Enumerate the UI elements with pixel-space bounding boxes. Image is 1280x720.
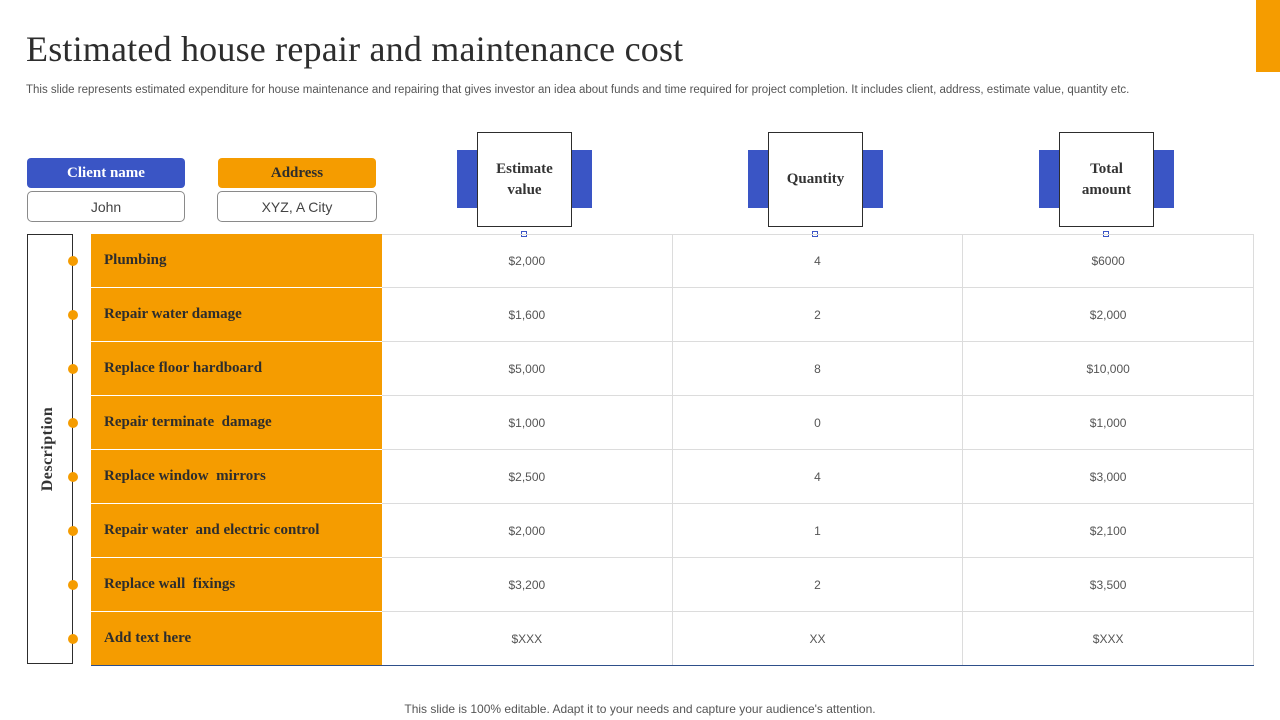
total-amount-header-label: Total amount bbox=[1059, 132, 1154, 227]
item-cell: Repair water damage bbox=[68, 288, 382, 342]
estimate-cell: $XXX bbox=[382, 612, 673, 665]
item-cell: Replace wall fixings bbox=[68, 558, 382, 612]
total-cell: $1,000 bbox=[963, 396, 1254, 450]
total-cell: $10,000 bbox=[963, 342, 1254, 396]
item-cell: Add text here bbox=[68, 612, 382, 665]
description-label: Description bbox=[39, 406, 56, 492]
quantity-header: Quantity bbox=[748, 132, 883, 237]
page-title: Estimated house repair and maintenance c… bbox=[26, 29, 684, 69]
address-label: Address bbox=[218, 158, 376, 188]
total-cell: $6000 bbox=[963, 234, 1254, 288]
description-frame bbox=[27, 234, 73, 664]
corner-accent bbox=[1256, 0, 1280, 72]
client-name-label: Client name bbox=[27, 158, 185, 188]
quantity-cell: 2 bbox=[672, 288, 964, 342]
page-subtitle: This slide represents estimated expendit… bbox=[26, 84, 1130, 96]
estimate-cell: $1,000 bbox=[382, 396, 673, 450]
estimate-cell: $3,200 bbox=[382, 558, 673, 612]
bullet-dot bbox=[68, 255, 78, 266]
total-cell: $3,500 bbox=[963, 558, 1254, 612]
bullet-dot bbox=[68, 471, 78, 482]
estimate-cell: $2,000 bbox=[382, 504, 673, 558]
item-cell: Repair terminate damage bbox=[68, 396, 382, 450]
item-cell: Replace floor hardboard bbox=[68, 342, 382, 396]
bullet-dot bbox=[68, 309, 78, 320]
bullet-dot bbox=[68, 417, 78, 428]
table-row: Plumbing $2,000 4 $6000 bbox=[68, 234, 1254, 288]
quantity-cell: 2 bbox=[672, 558, 964, 612]
item-cell: Repair water and electric control bbox=[68, 504, 382, 558]
quantity-cell: 4 bbox=[672, 450, 964, 504]
table-row: Replace wall fixings $3,200 2 $3,500 bbox=[68, 558, 1254, 612]
table-row: Repair water and electric control $2,000 1… bbox=[68, 504, 1254, 558]
quantity-cell: 4 bbox=[672, 234, 964, 288]
footer-note: This slide is 100% editable. Adapt it to… bbox=[404, 702, 876, 716]
quantity-cell: 8 bbox=[672, 342, 964, 396]
bullet-dot bbox=[68, 525, 78, 536]
quantity-cell: 0 bbox=[672, 396, 964, 450]
total-cell: $XXX bbox=[963, 612, 1254, 665]
table-row: Repair terminate damage $1,000 0 $1,000 bbox=[68, 396, 1254, 450]
address-field[interactable]: XYZ, A City bbox=[217, 191, 377, 222]
table-row: Repair water damage $1,600 2 $2,000 bbox=[68, 288, 1254, 342]
table-row: Replace floor hardboard $5,000 8 $10,000 bbox=[68, 342, 1254, 396]
estimate-cell: $2,500 bbox=[382, 450, 673, 504]
estimate-value-header: Estimate value bbox=[457, 132, 592, 237]
cost-table: Plumbing $2,000 4 $6000 Repair water damage $… bbox=[68, 234, 1254, 666]
table-row: Add text here $XXX XX $XXX bbox=[68, 612, 1254, 665]
estimate-cell: $2,000 bbox=[382, 234, 673, 288]
estimate-value-header-label: Estimate value bbox=[477, 132, 572, 227]
bullet-dot bbox=[68, 633, 78, 644]
quantity-header-label: Quantity bbox=[768, 132, 863, 227]
bullet-dot bbox=[68, 579, 78, 590]
quantity-cell: XX bbox=[673, 612, 964, 665]
table-row: Replace window mirrors $2,500 4 $3,000 bbox=[68, 450, 1254, 504]
total-cell: $3,000 bbox=[963, 450, 1254, 504]
client-name-field[interactable]: John bbox=[27, 191, 185, 222]
total-amount-header: Total amount bbox=[1039, 132, 1174, 237]
estimate-cell: $5,000 bbox=[382, 342, 673, 396]
bullet-dot bbox=[68, 363, 78, 374]
item-cell: Plumbing bbox=[68, 234, 382, 288]
estimate-cell: $1,600 bbox=[382, 288, 673, 342]
quantity-cell: 1 bbox=[672, 504, 964, 558]
total-cell: $2,000 bbox=[963, 288, 1254, 342]
item-cell: Replace window mirrors bbox=[68, 450, 382, 504]
total-cell: $2,100 bbox=[963, 504, 1254, 558]
